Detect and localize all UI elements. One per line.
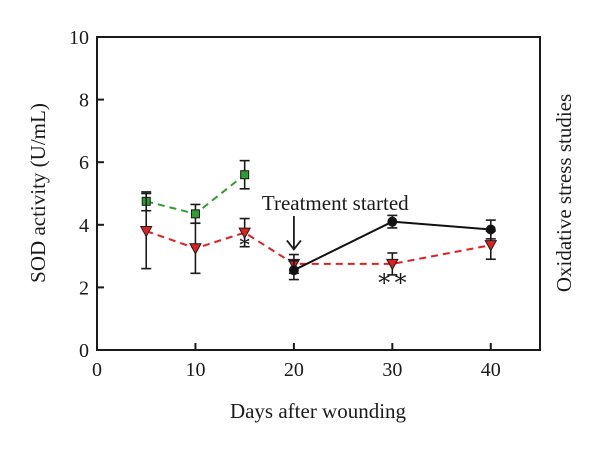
y-axis-title: SOD activity (U/mL) [26,103,50,283]
x-tick-label: 20 [284,359,304,381]
data-point [240,170,250,180]
data-point [288,265,299,276]
data-point [238,227,252,240]
data-point [485,224,496,235]
y-tick-label: 8 [79,90,89,112]
data-point [190,209,200,219]
x-tick-label: 10 [185,359,205,381]
data-point [189,243,202,255]
series-2 [288,214,496,281]
annotation-layer: Treatment started * ∗∗ [239,191,409,292]
data-point [484,240,498,252]
data-point [385,258,399,271]
x-tick-label: 40 [481,359,501,381]
y-tick-label: 2 [79,277,89,299]
series-0 [141,159,250,225]
significance-marker: * [239,233,251,259]
axis-ticks: 0 10 20 30 40 0 2 4 6 8 10 [69,27,501,381]
data-point [139,226,153,238]
annotation-text: Treatment started [262,191,409,215]
x-tick-label: 30 [382,359,402,381]
y-tick-label: 10 [69,27,89,49]
y-tick-label: 0 [79,340,89,362]
y-tick-label: 6 [79,152,89,174]
x-axis-title: Days after wounding [230,399,407,423]
x-tick-label: 0 [92,359,102,381]
data-point [387,216,398,227]
series-line [145,230,491,265]
series-layer [139,159,498,281]
y-tick-label: 4 [79,215,89,237]
significance-marker: ∗∗ [376,266,409,292]
plot-frame [96,36,541,351]
annotation-arrowhead [286,239,302,251]
right-axis-title: Oxidative stress studies [552,94,576,292]
